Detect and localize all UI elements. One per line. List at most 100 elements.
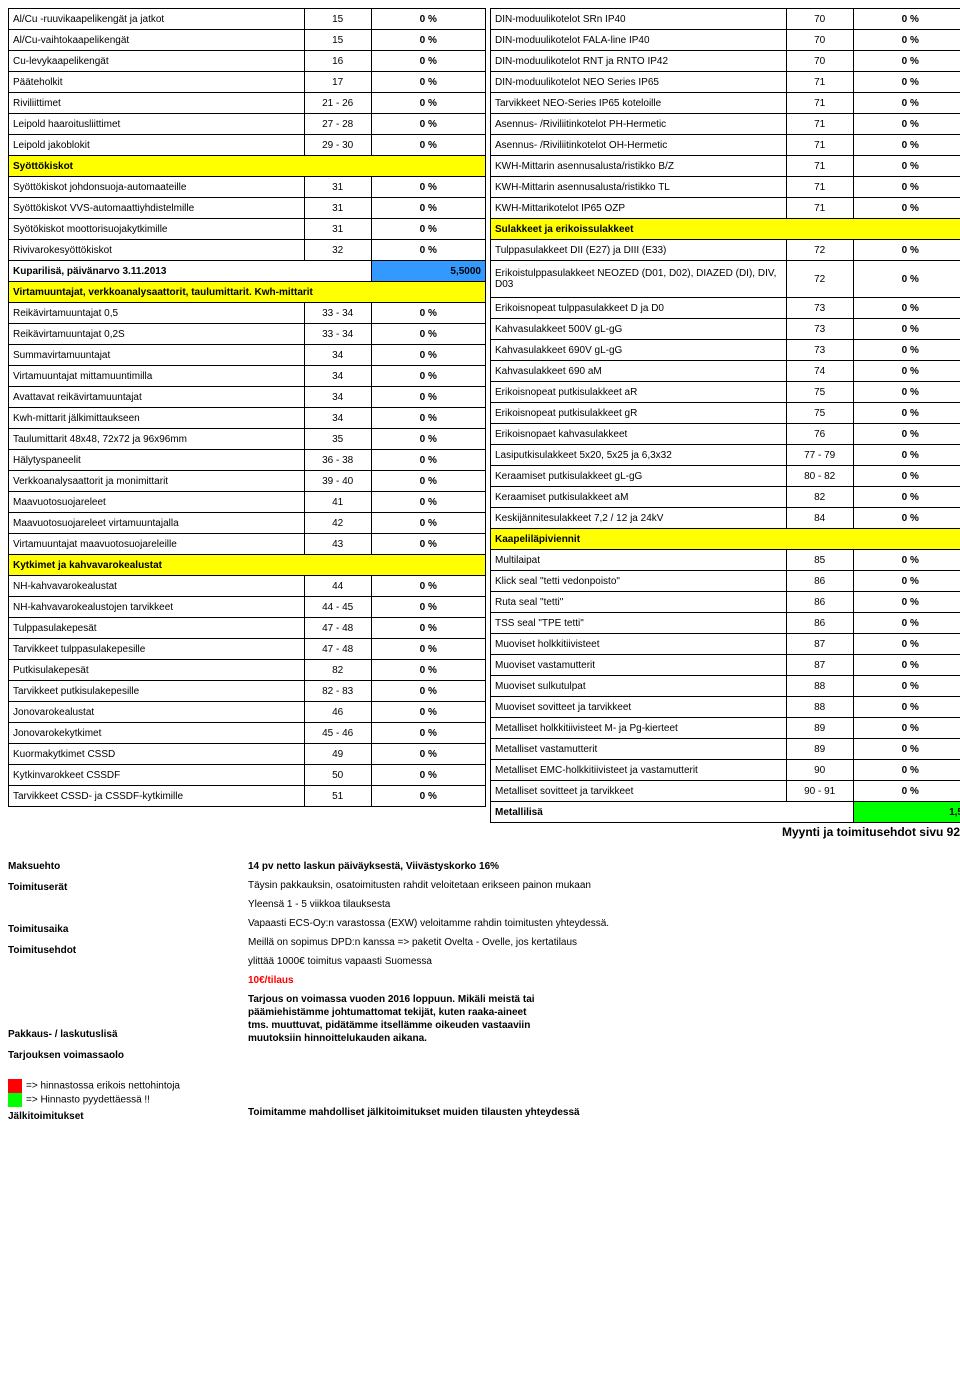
item-page: 17 — [304, 72, 371, 93]
item-pct: 0 % — [371, 93, 485, 114]
item-page: 70 — [786, 51, 853, 72]
item-pct: 0 % — [371, 765, 485, 786]
footer-line: Myynti ja toimitusehdot sivu 92 — [490, 823, 960, 841]
item-pct: 0 % — [853, 487, 960, 508]
item-pct: 0 % — [371, 177, 485, 198]
item-name: Tarvikkeet NEO-Series IP65 koteloille — [491, 93, 787, 114]
item-name: DIN-moduulikotelot FALA-line IP40 — [491, 30, 787, 51]
item-pct: 0 % — [853, 424, 960, 445]
item-name: Lasiputkisulakkeet 5x20, 5x25 ja 6,3x32 — [491, 445, 787, 466]
item-pct: 0 % — [853, 508, 960, 529]
item-name: Erikoisnopaet kahvasulakkeet — [491, 424, 787, 445]
item-pct: 0 % — [853, 739, 960, 760]
item-page: 82 - 83 — [304, 681, 371, 702]
item-pct: 0 % — [853, 676, 960, 697]
legend-red: => hinnastossa erikois nettohintoja — [8, 1079, 248, 1093]
item-page: 75 — [786, 403, 853, 424]
section-header: Sulakkeet ja erikoissulakkeet — [491, 219, 960, 240]
item-name: Metalliset vastamutterit — [491, 739, 787, 760]
item-page: 70 — [786, 9, 853, 30]
item-name: DIN-moduulikotelot NEO Series IP65 — [491, 72, 787, 93]
item-name: Al/Cu -ruuvikaapelikengät ja jatkot — [9, 9, 305, 30]
item-page: 71 — [786, 114, 853, 135]
item-name: Tulppasulakkeet DII (E27) ja DIII (E33) — [491, 240, 787, 261]
jalki-text: Toimitamme mahdolliset jälkitoimitukset … — [248, 1079, 960, 1122]
item-name: Klick seal "tetti vedonpoisto" — [491, 571, 787, 592]
term-label — [8, 1008, 208, 1019]
item-page: 71 — [786, 177, 853, 198]
item-name: Syötökiskot moottorisuojakytkimille — [9, 219, 305, 240]
item-page: 29 - 30 — [304, 135, 371, 156]
item-page: 89 — [786, 739, 853, 760]
item-page: 16 — [304, 51, 371, 72]
item-page: 74 — [786, 361, 853, 382]
item-name: Virtamuuntajat mittamuuntimilla — [9, 366, 305, 387]
item-name: Metalliset holkkitiivisteet M- ja Pg-kie… — [491, 718, 787, 739]
term-text: ylittää 1000€ toimitus vapaasti Suomessa — [248, 956, 960, 967]
item-page: 34 — [304, 345, 371, 366]
item-page: 71 — [786, 135, 853, 156]
item-page: 50 — [304, 765, 371, 786]
item-pct: 0 % — [371, 513, 485, 534]
item-page: 80 - 82 — [786, 466, 853, 487]
item-page: 36 - 38 — [304, 450, 371, 471]
item-page: 33 - 34 — [304, 324, 371, 345]
term-text: Vapaasti ECS-Oy:n varastossa (EXW) veloi… — [248, 918, 960, 929]
item-pct: 0 % — [371, 366, 485, 387]
item-name: Ruta seal "tetti" — [491, 592, 787, 613]
item-name: Kuormakytkimet CSSD — [9, 744, 305, 765]
item-name: Kahvasulakkeet 500V gL-gG — [491, 319, 787, 340]
tarjous-line: muutoksiin hinnoittelukauden aikana. — [248, 1033, 960, 1044]
kupari-label: Kuparilisä, päivänarvo 3.11.2013 — [9, 261, 372, 282]
item-pct: 0 % — [853, 697, 960, 718]
item-name: Taulumittarit 48x48, 72x72 ja 96x96mm — [9, 429, 305, 450]
item-pct: 0 % — [853, 114, 960, 135]
tarjous-line: tms. muuttuvat, pidätämme itsellämme oik… — [248, 1020, 960, 1031]
item-pct: 0 % — [853, 760, 960, 781]
item-name: TSS seal "TPE tetti" — [491, 613, 787, 634]
item-pct: 0 % — [371, 471, 485, 492]
item-pct: 0 % — [853, 340, 960, 361]
item-pct: 0 % — [853, 466, 960, 487]
item-name: Virtamuuntajat maavuotosuojareleille — [9, 534, 305, 555]
item-name: Asennus- /Riviliitinkotelot PH-Hermetic — [491, 114, 787, 135]
item-pct: 0 % — [371, 786, 485, 807]
section-header: Kytkimet ja kahvavarokealustat — [9, 555, 486, 576]
item-name: Maavuotosuojareleet — [9, 492, 305, 513]
item-pct: 0 % — [371, 324, 485, 345]
item-name: Syöttökiskot VVS-automaattiyhdistelmille — [9, 198, 305, 219]
item-name: Kahvasulakkeet 690V gL-gG — [491, 340, 787, 361]
item-name: Rivivarokesyöttökiskot — [9, 240, 305, 261]
item-pct: 0 % — [371, 429, 485, 450]
item-name: Muoviset holkkitiivisteet — [491, 634, 787, 655]
item-page: 76 — [786, 424, 853, 445]
item-pct: 0 % — [371, 72, 485, 93]
item-page: 90 — [786, 760, 853, 781]
item-page: 88 — [786, 697, 853, 718]
item-name: Summavirtamuuntajat — [9, 345, 305, 366]
terms-block: MaksuehtoToimituserät ToimitusaikaToimit… — [8, 861, 960, 1071]
item-page: 47 - 48 — [304, 618, 371, 639]
item-pct: 0 % — [853, 445, 960, 466]
item-name: Tarvikkeet CSSD- ja CSSDF-kytkimille — [9, 786, 305, 807]
term-label — [8, 987, 208, 998]
item-pct: 0 % — [853, 9, 960, 30]
item-page: 39 - 40 — [304, 471, 371, 492]
item-page: 21 - 26 — [304, 93, 371, 114]
item-name: Maavuotosuojareleet virtamuuntajalla — [9, 513, 305, 534]
item-name: Multilaipat — [491, 550, 787, 571]
item-name: Kahvasulakkeet 690 aM — [491, 361, 787, 382]
item-name: Metalliset EMC-holkkitiivisteet ja vasta… — [491, 760, 787, 781]
item-pct: 0 % — [371, 30, 485, 51]
item-name: Reikävirtamuuntajat 0,2S — [9, 324, 305, 345]
item-page: 73 — [786, 340, 853, 361]
item-pct: 0 % — [853, 135, 960, 156]
item-page: 31 — [304, 198, 371, 219]
item-name: Hälytyspaneelit — [9, 450, 305, 471]
item-name: Pääteholkit — [9, 72, 305, 93]
term-label: Tarjouksen voimassaolo — [8, 1050, 208, 1061]
item-pct: 0 % — [371, 681, 485, 702]
item-page: 51 — [304, 786, 371, 807]
item-page: 35 — [304, 429, 371, 450]
item-pct: 0 % — [371, 9, 485, 30]
